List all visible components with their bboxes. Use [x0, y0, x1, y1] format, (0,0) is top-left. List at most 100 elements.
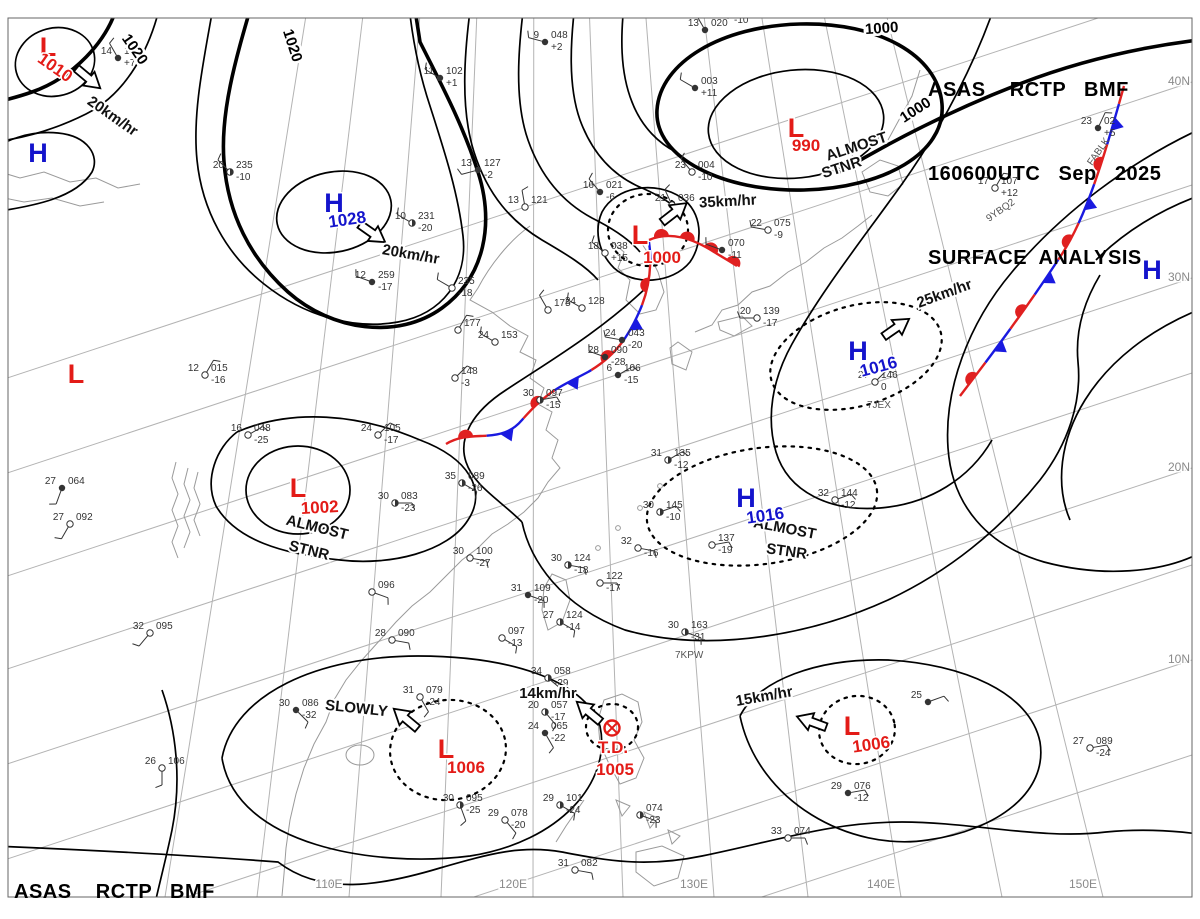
station-plot: 12 015-16: [188, 359, 228, 386]
station-temp: 31: [511, 583, 523, 594]
cold-front-symbol: [1042, 271, 1056, 284]
coastline: [667, 829, 681, 845]
station-tendency: -17: [384, 435, 399, 446]
station-pressure: 161: [124, 46, 141, 57]
isobar-bold: [221, 18, 488, 330]
station-plot: 17 107+12: [978, 172, 1018, 199]
td-circle: [603, 719, 621, 737]
wind-barb: [670, 451, 683, 459]
station-symbol-half: [560, 618, 564, 626]
station-plot: 24 105-17: [361, 422, 401, 446]
station-symbol: [688, 168, 696, 176]
station-plot: 23 004-10: [675, 152, 715, 183]
station-temp: 13: [461, 158, 473, 169]
movement-arrow-icon: [795, 712, 829, 733]
station-tendency: +5: [1104, 128, 1116, 139]
station-symbol-half: [660, 508, 664, 516]
coastline: [541, 573, 571, 631]
station-pressure: 070: [728, 238, 745, 249]
coastline: [8, 171, 141, 189]
station-pressure: 121: [531, 195, 548, 206]
wind-barb: [543, 396, 557, 400]
station-temp: 30: [551, 553, 563, 564]
station-pressure: 095: [156, 621, 173, 632]
station-symbol: [448, 284, 456, 292]
station-temp: 30: [443, 793, 455, 804]
wind-barb-feather: [411, 502, 416, 510]
station-pressure: 004: [698, 160, 715, 171]
station-pressure: 127: [484, 158, 501, 169]
station-pressure: 021: [606, 180, 623, 191]
station-symbol: [416, 693, 424, 701]
isobar-thin: [463, 18, 599, 281]
station-pressure: 090: [398, 628, 415, 639]
station-plot: 13 121: [508, 186, 548, 211]
longitude-label: 130E: [680, 877, 708, 891]
station-pressure: 163: [691, 620, 708, 631]
island: [657, 483, 663, 489]
station-temp: 28: [375, 628, 387, 639]
station-tendency: -17: [378, 282, 393, 293]
coastline: [717, 315, 753, 337]
station-pressure: 079: [426, 685, 443, 696]
station-temp: 35: [445, 471, 457, 482]
station-plot: 235-18: [436, 272, 475, 299]
station-temp: 31: [651, 448, 663, 459]
station-temp: 32: [818, 488, 830, 499]
center-pressure-value: 1006: [851, 733, 891, 757]
coastline: [694, 214, 873, 333]
station-pressure: 144: [841, 488, 858, 499]
wind-barb: [421, 699, 429, 712]
wind-barb-feather: [679, 72, 682, 80]
wind-barb: [567, 299, 580, 307]
station-symbol-half: [568, 561, 572, 569]
station-pressure: 090: [611, 345, 628, 356]
station-temp: 27: [53, 512, 65, 523]
station-symbol: [368, 278, 376, 286]
movement-area-dashed: [584, 702, 640, 752]
station-temp: 20: [213, 160, 225, 171]
island: [595, 545, 601, 551]
chart-title-top-right: ASAS RCTP BMF 160600UTC Sep 2025 SURFACE…: [928, 20, 1161, 328]
map-border: [7, 17, 1193, 898]
isobar-thin: [570, 18, 681, 213]
station-plot: 30 100-27: [453, 546, 493, 569]
movement-area-dashed: [606, 192, 690, 268]
station-pressure: 015: [211, 363, 228, 374]
station-tendency: -24: [426, 697, 441, 708]
wind-barb: [464, 484, 477, 492]
station-tendency: -10: [734, 15, 749, 26]
movement-label: 20km/hr: [381, 241, 441, 268]
station-symbol: [578, 304, 586, 312]
station-symbol: [571, 866, 579, 874]
wind-barb-feather: [736, 311, 741, 319]
stationary-front-line: [959, 85, 1126, 397]
station-tendency: -17: [551, 712, 566, 723]
station-temp: 24: [528, 721, 540, 732]
wind-barb: [697, 18, 704, 28]
station-symbol: [114, 54, 122, 62]
station-symbol: [544, 306, 552, 314]
station-temp: 9: [533, 30, 539, 41]
station-pressure: 145: [666, 500, 683, 511]
wind-barb-feather: [675, 505, 681, 512]
island: [615, 525, 621, 531]
wind-barb: [571, 565, 585, 569]
station-plot: 074-23: [636, 803, 663, 828]
wind-barb: [217, 159, 229, 171]
station-pressure: 231: [418, 211, 435, 222]
title-line-1: ASAS RCTP BMF: [928, 79, 1129, 101]
meridian-line: [440, 18, 478, 897]
station-tendency: -17: [763, 318, 778, 329]
station-temp: 6: [606, 363, 612, 374]
station-symbol: [498, 634, 506, 642]
station-plot: 10 231-20: [395, 207, 435, 234]
station-symbol-half: [462, 479, 466, 487]
station-pressure: 100: [476, 546, 493, 557]
station-pressure: 105: [384, 423, 401, 434]
station-plot: 6 106-15: [606, 363, 641, 386]
isobar-thin: [621, 18, 677, 153]
station-symbol: [596, 188, 604, 196]
station-plot: 13 020: [688, 18, 728, 34]
tropical-depression-symbol: [603, 719, 621, 737]
